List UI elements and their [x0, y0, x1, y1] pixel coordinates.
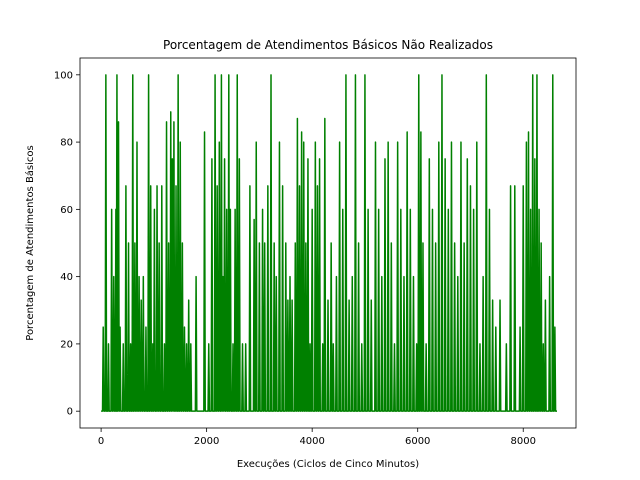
y-tick-label: 40: [60, 272, 73, 283]
x-axis: 0 2000 4000 6000 8000: [98, 428, 536, 447]
x-tick-label: 6000: [405, 436, 430, 447]
x-tick-label: 4000: [299, 436, 324, 447]
plot-area: [101, 74, 557, 412]
y-tick-label: 20: [60, 339, 73, 350]
y-tick-label: 100: [54, 70, 73, 81]
y-axis-label: Porcentagem de Atendimentos Básicos: [24, 145, 36, 340]
x-tick-label: 2000: [194, 436, 219, 447]
x-axis-label: Execuções (Ciclos de Cinco Minutos): [237, 459, 419, 470]
chart-title: Porcentagem de Atendimentos Básicos Não …: [163, 38, 493, 52]
y-tick-label: 0: [67, 407, 73, 418]
x-tick-label: 0: [98, 436, 104, 447]
x-tick-label: 8000: [511, 436, 536, 447]
y-tick-label: 60: [60, 205, 73, 216]
y-tick-label: 80: [60, 138, 73, 149]
series-line: [101, 74, 557, 412]
y-axis: 0 20 40 60 80 100: [54, 70, 80, 418]
axes-frame: [79, 57, 577, 429]
